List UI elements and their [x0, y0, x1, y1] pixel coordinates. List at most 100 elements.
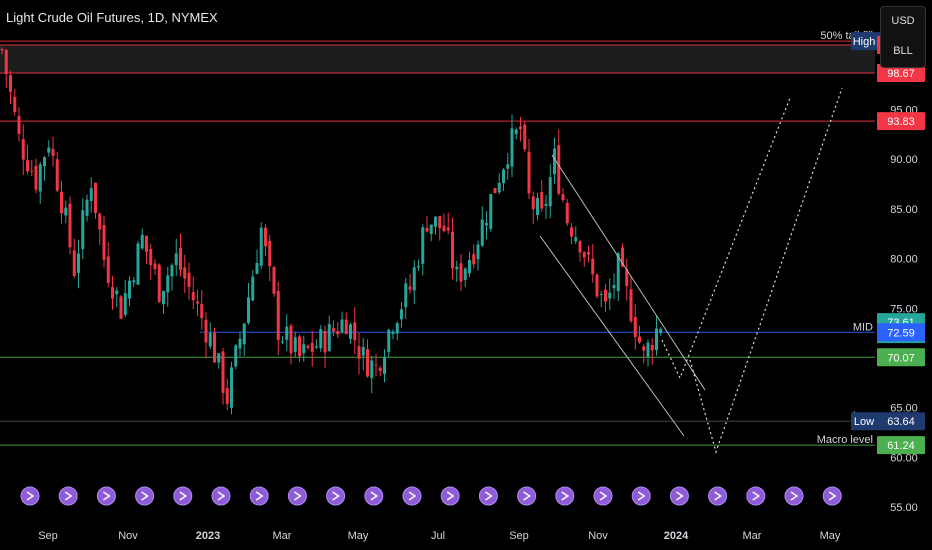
event-icon[interactable]	[517, 486, 537, 506]
candle-body	[327, 324, 331, 352]
event-icon[interactable]	[249, 486, 269, 506]
x-tick-label: Sep	[509, 530, 529, 542]
event-icon[interactable]	[593, 486, 613, 506]
candle-body	[625, 269, 629, 286]
event-arrow-icon	[446, 491, 455, 501]
projection-path-a[interactable]	[661, 97, 791, 380]
event-icon[interactable]	[96, 486, 116, 506]
event-arrow-icon	[485, 491, 493, 501]
candle-body	[421, 227, 425, 264]
event-arrow-icon	[294, 491, 302, 501]
candle-body	[77, 253, 80, 273]
candle-body	[621, 247, 624, 267]
x-tick-label: Nov	[118, 530, 138, 542]
candle-body	[451, 231, 454, 269]
candle-body	[523, 124, 527, 150]
currency-unit-selector[interactable]: USD BLL	[880, 6, 926, 68]
event-arrow-icon	[332, 491, 340, 501]
x-tick-label: Sep	[38, 530, 58, 542]
candle-body	[565, 202, 569, 224]
projection-path-b[interactable]	[689, 87, 843, 455]
event-icon[interactable]	[669, 486, 689, 506]
event-icon[interactable]	[58, 486, 78, 506]
candle-body	[247, 297, 250, 323]
event-icon[interactable]	[173, 486, 193, 506]
candle-body	[17, 116, 21, 134]
candle-body	[629, 289, 633, 322]
event-icon[interactable]	[364, 486, 384, 506]
candle-body	[289, 325, 293, 354]
candle-body	[170, 265, 174, 277]
price-tag-label: 61.24	[887, 440, 915, 452]
candle-body	[9, 75, 12, 92]
x-tick-label: Nov	[588, 530, 608, 542]
candle-body	[370, 360, 374, 379]
level-label: Macro level	[817, 434, 873, 446]
level-label: MID	[853, 321, 873, 333]
candle-body	[166, 275, 170, 293]
candle-body	[616, 253, 620, 291]
channel-lower-line[interactable]	[539, 235, 685, 437]
event-icon[interactable]	[211, 486, 231, 506]
candle-body	[480, 219, 484, 246]
event-icon[interactable]	[784, 486, 804, 506]
candle-body	[544, 203, 548, 206]
candle-body	[213, 332, 216, 363]
candle-body	[85, 199, 89, 216]
event-icon[interactable]	[440, 486, 460, 506]
candle-body	[47, 147, 51, 153]
price-tag-label: Low	[854, 416, 874, 428]
event-arrow-icon	[828, 491, 837, 501]
candle-body	[472, 254, 476, 265]
x-tick-label: Mar	[743, 530, 762, 542]
event-icon[interactable]	[20, 486, 40, 506]
candle-body	[527, 151, 531, 194]
candle-body	[123, 293, 127, 315]
unit-label: BLL	[893, 45, 913, 57]
price-tag	[877, 64, 925, 83]
event-icon[interactable]	[402, 486, 422, 506]
price-tag-label: 93.83	[887, 116, 915, 128]
candle-body	[417, 266, 420, 268]
y-tick-label: 85.00	[890, 204, 918, 216]
candle-body	[187, 272, 191, 287]
price-tag	[851, 32, 879, 51]
x-tick-label: May	[820, 530, 841, 542]
event-icon[interactable]	[555, 486, 575, 506]
event-arrow-icon	[217, 491, 226, 501]
candle-body	[285, 326, 289, 340]
candle-body	[587, 252, 590, 255]
x-tick-label: Jul	[431, 530, 445, 542]
candle-body	[633, 317, 637, 337]
event-icon[interactable]	[135, 486, 155, 506]
candle-body	[225, 388, 229, 404]
event-arrow-icon	[752, 491, 761, 501]
event-icon[interactable]	[326, 486, 346, 506]
candle-body	[659, 328, 663, 333]
channel-upper-line[interactable]	[551, 154, 706, 391]
event-icon[interactable]	[822, 486, 842, 506]
event-icon[interactable]	[708, 486, 728, 506]
candle-body	[230, 367, 233, 408]
candle-body	[497, 182, 501, 193]
candle-body	[510, 128, 514, 167]
event-icon[interactable]	[287, 486, 307, 506]
candle-body	[64, 207, 68, 216]
y-tick-label: 75.00	[890, 303, 918, 315]
candle-body	[595, 274, 599, 297]
event-icon[interactable]	[746, 486, 766, 506]
event-icon[interactable]	[478, 486, 498, 506]
event-icon[interactable]	[631, 486, 651, 506]
candle-body	[132, 280, 136, 283]
candle-body	[89, 188, 93, 201]
candle-body	[455, 266, 459, 270]
candle-body	[540, 192, 544, 209]
candle-body	[344, 319, 348, 335]
event-arrow-icon	[714, 491, 722, 501]
candle-body	[323, 330, 327, 353]
event-arrow-icon	[26, 491, 35, 501]
x-tick-label: May	[348, 530, 369, 542]
candle-body	[26, 160, 29, 172]
price-tag-label: 70.07	[887, 352, 915, 364]
